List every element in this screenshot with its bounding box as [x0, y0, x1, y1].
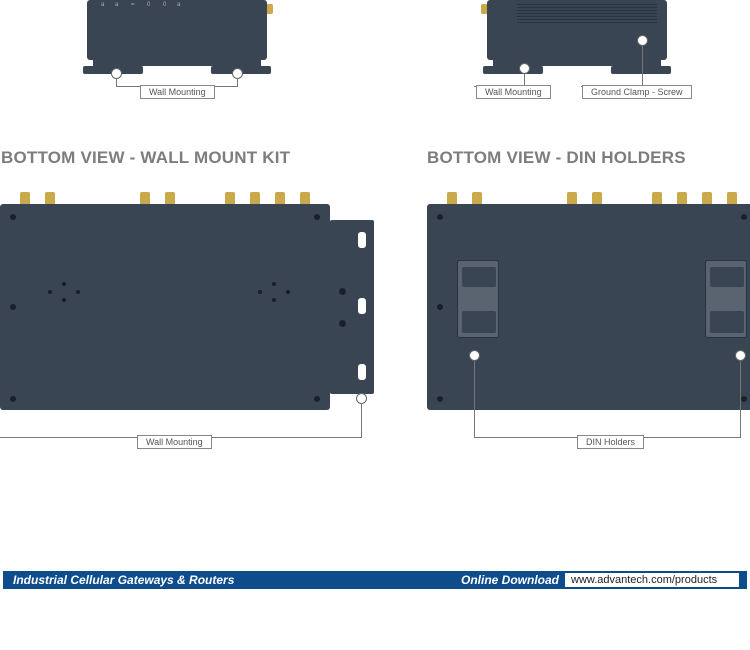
din-clip — [457, 260, 499, 338]
callout-dot — [735, 350, 746, 361]
callout-dot — [469, 350, 480, 361]
label-ground-clamp: Ground Clamp - Screw — [582, 85, 692, 99]
section-title-wall-mount: BOTTOM VIEW - WALL MOUNT KIT — [1, 148, 290, 168]
port-label: a — [115, 2, 118, 8]
top-left-device: a a = 0 0 a — [87, 0, 267, 78]
port-label: 0 — [147, 2, 150, 8]
footer-category: Industrial Cellular Gateways & Routers — [3, 573, 461, 587]
footer-bar: Industrial Cellular Gateways & Routers O… — [3, 571, 747, 589]
din-clip — [705, 260, 747, 338]
callout-dot — [519, 63, 530, 74]
label-wall-mounting: Wall Mounting — [137, 435, 212, 449]
port-label: 0 — [163, 2, 166, 8]
port-label: a — [101, 2, 104, 8]
port-label: a — [177, 2, 180, 8]
callout-dot — [111, 68, 122, 79]
bottom-left-device — [0, 190, 376, 415]
callout-dot — [637, 35, 648, 46]
label-din-holders: DIN Holders — [577, 435, 644, 449]
footer-url[interactable]: www.advantech.com/products — [565, 573, 739, 587]
callout-dot — [232, 68, 243, 79]
bottom-right-device — [427, 190, 750, 415]
footer-download-label: Online Download — [461, 573, 565, 587]
callout-dot — [356, 393, 367, 404]
port-label: = — [131, 2, 135, 8]
label-wall-mounting: Wall Mounting — [140, 85, 215, 99]
label-wall-mounting: Wall Mounting — [476, 85, 551, 99]
section-title-din-holders: BOTTOM VIEW - DIN HOLDERS — [427, 148, 686, 168]
